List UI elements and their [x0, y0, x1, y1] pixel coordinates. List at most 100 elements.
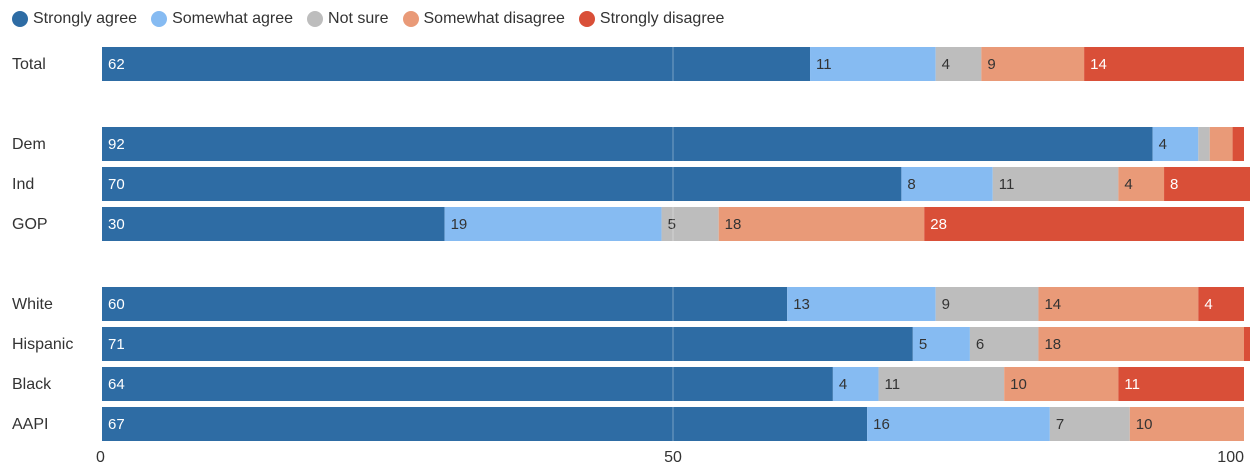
- legend-item-strongly-disagree: Strongly disagree: [578, 10, 725, 28]
- bar-segment-gop-strongly-disagree: [924, 207, 1244, 241]
- bar-segment-ind-strongly-agree: [102, 167, 902, 201]
- legend-item-not-sure: Not sure: [307, 10, 389, 28]
- data-label: 10: [1136, 416, 1153, 433]
- data-label: 13: [793, 296, 810, 313]
- legend-swatch: [12, 11, 28, 27]
- data-label: 64: [108, 376, 125, 393]
- data-label: 6: [976, 336, 984, 353]
- bar-segment-black-strongly-agree: [102, 367, 833, 401]
- bar-segment-dem-strongly-disagree: [1232, 127, 1244, 161]
- legend-label: Not sure: [328, 10, 389, 27]
- bar-segment-ind-somewhat-agree: [901, 167, 993, 201]
- bar-segment-gop-not-sure: [661, 207, 719, 241]
- legend-item-somewhat-agree: Somewhat agree: [151, 10, 293, 28]
- data-label: 8: [907, 176, 915, 193]
- bar-segment-hispanic-strongly-disagree: [1244, 327, 1250, 361]
- data-label: 11: [1124, 376, 1140, 393]
- bar-segment-gop-strongly-agree: [102, 207, 445, 241]
- legend-item-strongly-agree: Strongly agree: [12, 10, 137, 28]
- bar-segment-dem-somewhat-disagree: [1209, 127, 1233, 161]
- bar-segment-dem-strongly-agree: [102, 127, 1153, 161]
- data-label: 4: [1124, 176, 1132, 193]
- data-label: 62: [108, 56, 125, 73]
- data-label: 7: [1056, 416, 1064, 433]
- row-label-hispanic: Hispanic: [12, 336, 73, 353]
- bar-segment-white-somewhat-disagree: [1038, 287, 1199, 321]
- row-label-gop: GOP: [12, 216, 48, 233]
- bar-segment-total-somewhat-agree: [810, 47, 936, 81]
- bar-segment-black-somewhat-agree: [832, 367, 879, 401]
- data-label: 4: [1204, 296, 1212, 313]
- data-label: 11: [885, 376, 901, 393]
- bar-segment-hispanic-strongly-agree: [102, 327, 913, 361]
- bar-segment-hispanic-somewhat-disagree: [1038, 327, 1244, 361]
- legend-swatch: [151, 11, 168, 27]
- bar-segment-ind-not-sure: [992, 167, 1119, 201]
- bar-segment-aapi-strongly-agree: [102, 407, 868, 441]
- bar-segment-gop-somewhat-agree: [444, 207, 662, 241]
- bar-segment-aapi-somewhat-disagree: [1129, 407, 1244, 441]
- bar-segment-white-not-sure: [935, 287, 1039, 321]
- bar-segment-white-strongly-disagree: [1198, 287, 1244, 321]
- legend-swatch: [307, 11, 324, 27]
- row-label-dem: Dem: [12, 136, 46, 153]
- bar-segment-ind-strongly-disagree: [1164, 167, 1250, 201]
- data-label: 28: [930, 216, 947, 233]
- bar-segment-white-somewhat-agree: [787, 287, 936, 321]
- data-label: 19: [451, 216, 468, 233]
- legend-label: Somewhat agree: [172, 10, 294, 27]
- legend: Strongly agree Somewhat agree Not sure Some…: [12, 8, 724, 30]
- data-label: 11: [816, 56, 832, 73]
- data-label: 14: [1090, 56, 1107, 73]
- x-tick-label: 0: [96, 449, 105, 466]
- bar-segment-total-strongly-agree: [102, 47, 811, 81]
- data-label: 8: [1170, 176, 1178, 193]
- data-label: 9: [942, 296, 950, 313]
- bar-segment-total-somewhat-disagree: [981, 47, 1085, 81]
- data-label: 4: [942, 56, 950, 73]
- bar-segment-total-not-sure: [935, 47, 982, 81]
- data-label: 16: [873, 416, 890, 433]
- legend-label: Strongly agree: [33, 10, 138, 27]
- bar-segment-hispanic-not-sure: [969, 327, 1039, 361]
- data-label: 4: [839, 376, 847, 393]
- row-label-black: Black: [12, 376, 52, 393]
- data-label: 18: [725, 216, 742, 233]
- data-label: 18: [1044, 336, 1061, 353]
- row-label-total: Total: [12, 56, 46, 73]
- data-label: 71: [108, 336, 125, 353]
- bar-segment-black-not-sure: [878, 367, 1005, 401]
- legend-swatch: [402, 11, 419, 27]
- bar-segment-white-strongly-agree: [102, 287, 788, 321]
- data-label: 11: [999, 176, 1015, 193]
- bar-segment-aapi-not-sure: [1049, 407, 1130, 441]
- data-label: 70: [108, 176, 125, 193]
- bar-segment-aapi-somewhat-agree: [867, 407, 1050, 441]
- bar-segment-dem-somewhat-agree: [1152, 127, 1199, 161]
- bar-segment-black-somewhat-disagree: [1004, 367, 1119, 401]
- legend-label: Somewhat disagree: [423, 10, 565, 27]
- legend-item-somewhat-disagree: Somewhat disagree: [402, 10, 565, 28]
- data-label: 14: [1044, 296, 1061, 313]
- data-label: 5: [668, 216, 676, 233]
- bar-segment-dem-not-sure: [1198, 127, 1210, 161]
- bar-segment-ind-somewhat-disagree: [1118, 167, 1165, 201]
- x-tick-label: 50: [664, 449, 682, 466]
- data-label: 30: [108, 216, 125, 233]
- row-label-aapi: AAPI: [12, 416, 48, 433]
- data-label: 60: [108, 296, 125, 313]
- legend-label: Strongly disagree: [599, 10, 725, 27]
- data-label: 10: [1010, 376, 1027, 393]
- x-tick-label: 100: [1217, 449, 1244, 466]
- bar-segment-black-strongly-disagree: [1118, 367, 1244, 401]
- row-label-white: White: [12, 296, 53, 313]
- data-label: 92: [108, 136, 125, 153]
- row-label-ind: Ind: [12, 176, 34, 193]
- bar-segment-gop-somewhat-disagree: [718, 207, 925, 241]
- bar-segment-hispanic-somewhat-agree: [912, 327, 970, 361]
- data-label: 9: [987, 56, 995, 73]
- legend-swatch: [578, 11, 595, 27]
- data-label: 4: [1159, 136, 1167, 153]
- data-label: 67: [108, 416, 125, 433]
